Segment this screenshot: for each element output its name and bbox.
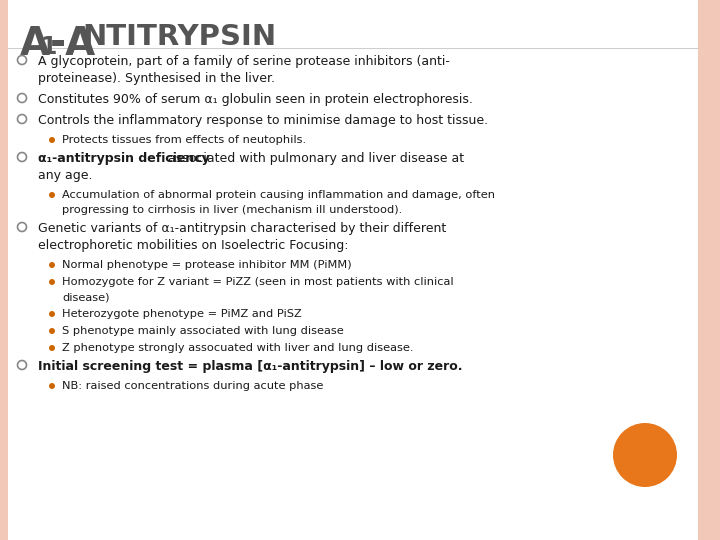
FancyBboxPatch shape [0,0,8,540]
Text: disease): disease) [62,292,109,302]
Text: S phenotype mainly associated with lung disease: S phenotype mainly associated with lung … [62,326,343,336]
Text: Constitutes 90% of serum α₁ globulin seen in protein electrophoresis.: Constitutes 90% of serum α₁ globulin see… [38,93,473,106]
Text: A glycoprotein, part of a family of serine protease inhibitors (anti-: A glycoprotein, part of a family of seri… [38,55,450,68]
Text: NB: raised concentrations during acute phase: NB: raised concentrations during acute p… [62,381,323,391]
Text: α₁-antitrypsin deficiency: α₁-antitrypsin deficiency [38,152,210,165]
Text: associated with pulmonary and liver disease at: associated with pulmonary and liver dise… [164,152,464,165]
Text: Heterozygote phenotype = PiMZ and PiSZ: Heterozygote phenotype = PiMZ and PiSZ [62,309,302,319]
Text: -A: -A [50,25,96,63]
Text: NTITRYPSIN: NTITRYPSIN [82,23,276,51]
Circle shape [49,192,55,198]
Text: A: A [20,25,50,63]
Text: Initial screening test = plasma [α₁-antitrypsin] – low or zero.: Initial screening test = plasma [α₁-anti… [38,360,462,373]
Circle shape [49,383,55,389]
Circle shape [49,345,55,351]
Circle shape [613,423,677,487]
Circle shape [49,328,55,334]
Text: electrophoretic mobilities on Isoelectric Focusing:: electrophoretic mobilities on Isoelectri… [38,239,348,252]
Text: Homozygote for Z variant = PiZZ (seen in most patients with clinical: Homozygote for Z variant = PiZZ (seen in… [62,277,454,287]
Text: Genetic variants of α₁-antitrypsin characterised by their different: Genetic variants of α₁-antitrypsin chara… [38,222,446,235]
Circle shape [49,137,55,143]
Text: any age.: any age. [38,169,92,182]
Text: Z phenotype strongly assocuated with liver and lung disease.: Z phenotype strongly assocuated with liv… [62,343,413,353]
Text: 1: 1 [40,35,56,59]
Circle shape [49,279,55,285]
Text: progressing to cirrhosis in liver (mechanism ill understood).: progressing to cirrhosis in liver (mecha… [62,205,402,215]
Text: Protects tissues from effects of neutophils.: Protects tissues from effects of neutoph… [62,135,306,145]
Circle shape [49,311,55,317]
Circle shape [49,262,55,268]
Text: Normal phenotype = protease inhibitor MM (PiMM): Normal phenotype = protease inhibitor MM… [62,260,351,270]
Text: Accumulation of abnormal protein causing inflammation and damage, often: Accumulation of abnormal protein causing… [62,190,495,200]
Text: Controls the inflammatory response to minimise damage to host tissue.: Controls the inflammatory response to mi… [38,114,488,127]
Text: proteinease). Synthesised in the liver.: proteinease). Synthesised in the liver. [38,72,275,85]
FancyBboxPatch shape [698,0,720,540]
